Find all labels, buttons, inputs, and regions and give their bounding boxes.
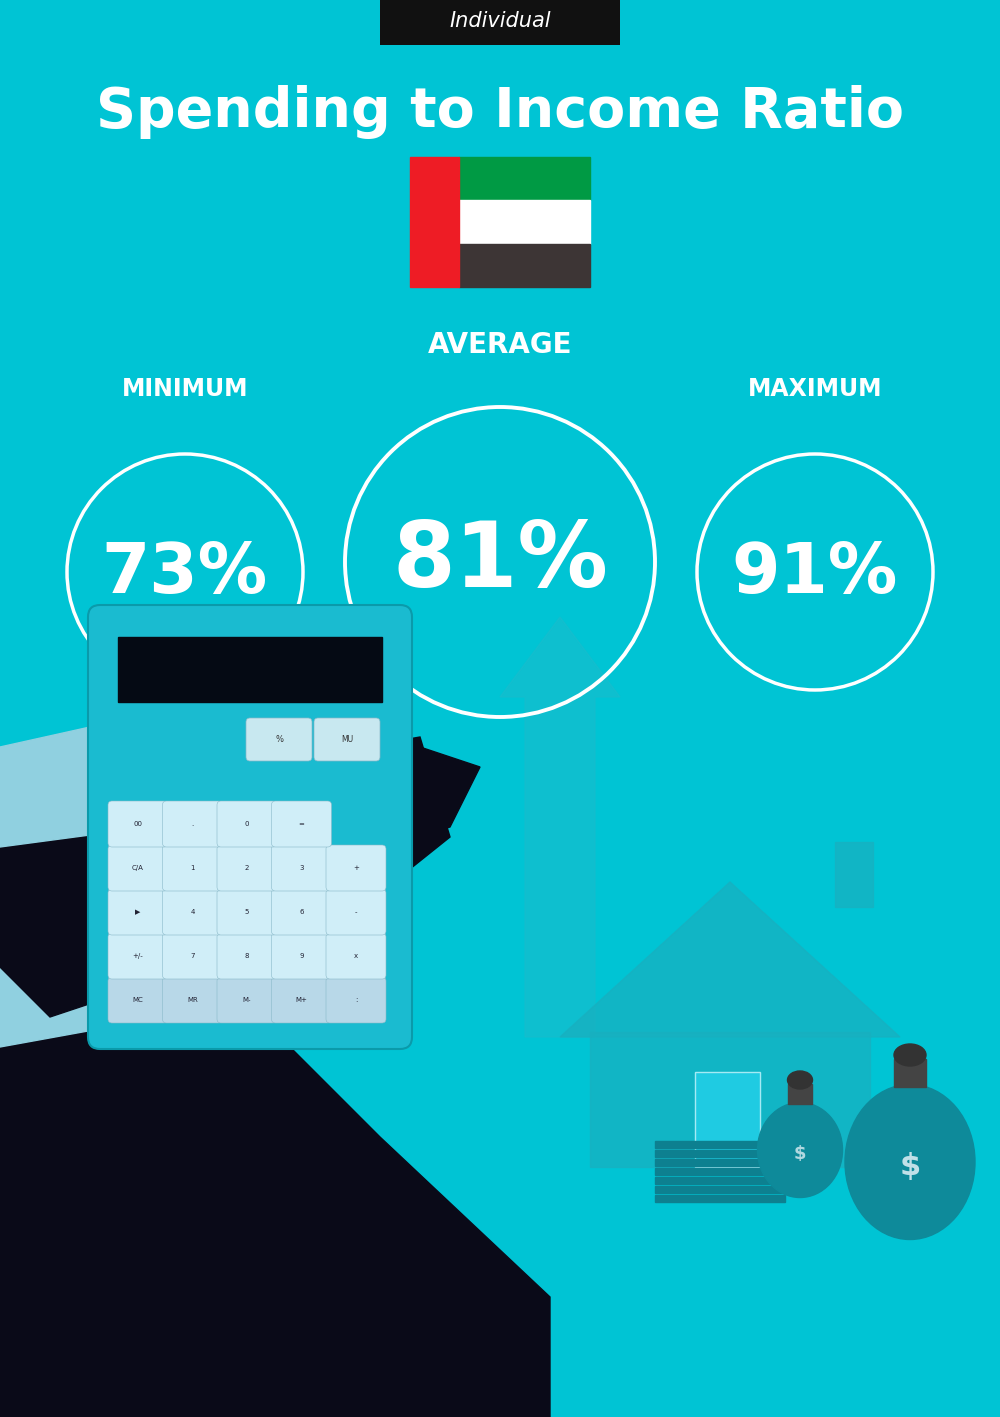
Text: +: + <box>353 864 359 871</box>
Text: 7: 7 <box>190 954 195 959</box>
FancyBboxPatch shape <box>108 932 168 979</box>
Text: M-: M- <box>243 998 251 1003</box>
FancyBboxPatch shape <box>217 932 277 979</box>
Bar <box>410 157 459 288</box>
Bar <box>459 244 590 288</box>
FancyBboxPatch shape <box>272 976 332 1023</box>
FancyBboxPatch shape <box>108 976 168 1023</box>
Text: Spending to Income Ratio: Spending to Income Ratio <box>96 85 904 139</box>
Bar <box>655 1195 785 1202</box>
Polygon shape <box>0 917 220 1047</box>
Text: =: = <box>299 820 304 828</box>
Text: C/A: C/A <box>132 864 144 871</box>
Text: %: % <box>275 735 283 744</box>
Text: 6: 6 <box>299 908 304 915</box>
Polygon shape <box>500 616 620 1037</box>
Text: Sharjah: Sharjah <box>420 162 580 203</box>
Bar <box>655 1178 785 1185</box>
Ellipse shape <box>845 1084 975 1240</box>
Text: 91%: 91% <box>732 540 898 608</box>
FancyBboxPatch shape <box>217 801 277 847</box>
Bar <box>695 1073 760 1168</box>
Bar <box>894 1058 926 1087</box>
Text: MINIMUM: MINIMUM <box>122 377 248 401</box>
FancyBboxPatch shape <box>162 845 222 891</box>
Polygon shape <box>0 737 450 1017</box>
FancyBboxPatch shape <box>217 888 277 935</box>
FancyBboxPatch shape <box>108 845 168 891</box>
Bar <box>655 1141 785 1148</box>
Text: 5: 5 <box>245 908 249 915</box>
Text: MAXIMUM: MAXIMUM <box>748 377 882 401</box>
FancyBboxPatch shape <box>108 888 168 935</box>
Bar <box>655 1159 785 1166</box>
Text: +/-: +/- <box>133 954 143 959</box>
FancyBboxPatch shape <box>162 888 222 935</box>
Bar <box>590 1032 870 1168</box>
FancyBboxPatch shape <box>326 845 386 891</box>
Polygon shape <box>280 747 480 867</box>
Text: 3: 3 <box>299 864 304 871</box>
FancyBboxPatch shape <box>272 801 332 847</box>
Bar <box>459 200 590 244</box>
FancyBboxPatch shape <box>326 932 386 979</box>
Text: x: x <box>354 954 358 959</box>
Bar <box>835 842 873 907</box>
FancyBboxPatch shape <box>88 605 412 1049</box>
Text: $: $ <box>899 1152 921 1182</box>
FancyBboxPatch shape <box>326 888 386 935</box>
Bar <box>695 1073 760 1168</box>
Text: MU: MU <box>341 735 353 744</box>
Polygon shape <box>0 998 550 1417</box>
Ellipse shape <box>758 1102 842 1197</box>
Text: 00: 00 <box>134 820 143 828</box>
FancyBboxPatch shape <box>162 976 222 1023</box>
Bar <box>655 1168 785 1175</box>
Text: 1: 1 <box>190 864 195 871</box>
Text: 8: 8 <box>245 954 249 959</box>
FancyBboxPatch shape <box>314 718 380 761</box>
Text: .: . <box>191 820 194 828</box>
Text: 4: 4 <box>190 908 195 915</box>
Polygon shape <box>280 697 380 998</box>
FancyBboxPatch shape <box>108 801 168 847</box>
Bar <box>118 638 382 701</box>
Text: -: - <box>355 908 357 915</box>
Bar <box>655 1186 785 1193</box>
Text: MC: MC <box>133 998 143 1003</box>
Text: 73%: 73% <box>102 540 268 608</box>
Text: ▶: ▶ <box>135 908 141 915</box>
FancyBboxPatch shape <box>272 932 332 979</box>
FancyBboxPatch shape <box>380 0 620 45</box>
Text: $: $ <box>794 1145 806 1163</box>
FancyBboxPatch shape <box>326 976 386 1023</box>
FancyBboxPatch shape <box>272 845 332 891</box>
Text: Individual: Individual <box>449 11 551 31</box>
Bar <box>459 157 590 200</box>
FancyBboxPatch shape <box>162 801 222 847</box>
Ellipse shape <box>788 1071 812 1090</box>
Ellipse shape <box>894 1044 926 1066</box>
Text: :: : <box>355 998 357 1003</box>
FancyBboxPatch shape <box>246 718 312 761</box>
Text: 0: 0 <box>245 820 249 828</box>
Bar <box>788 1084 812 1104</box>
Polygon shape <box>0 727 150 847</box>
Polygon shape <box>560 881 900 1037</box>
FancyBboxPatch shape <box>217 845 277 891</box>
FancyBboxPatch shape <box>217 976 277 1023</box>
Text: 81%: 81% <box>392 519 608 606</box>
FancyBboxPatch shape <box>272 888 332 935</box>
Text: 2: 2 <box>245 864 249 871</box>
Text: M+: M+ <box>296 998 307 1003</box>
Text: MR: MR <box>187 998 198 1003</box>
Text: 9: 9 <box>299 954 304 959</box>
FancyBboxPatch shape <box>162 932 222 979</box>
Text: AVERAGE: AVERAGE <box>428 332 572 359</box>
Bar <box>655 1151 785 1158</box>
